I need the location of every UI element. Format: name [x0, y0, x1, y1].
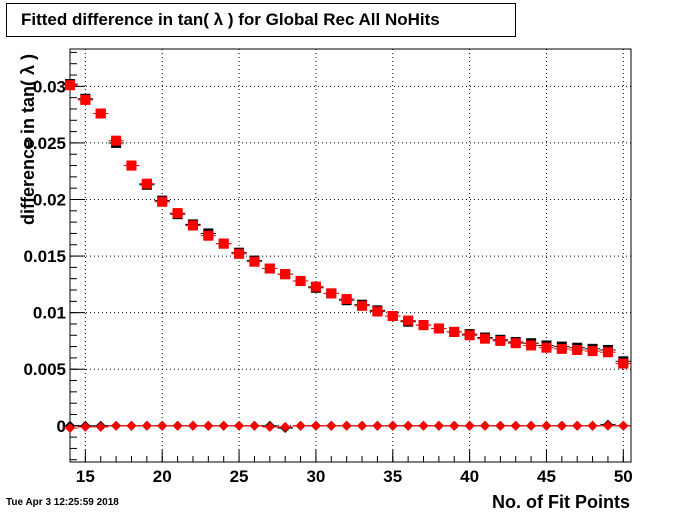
data-point-diamond — [556, 420, 567, 431]
data-point-square — [111, 135, 122, 146]
data-point-square — [464, 330, 475, 341]
y-tick-label: 0.025 — [23, 134, 66, 153]
data-point-diamond — [541, 420, 552, 431]
data-point-diamond — [464, 420, 475, 431]
data-point-diamond — [111, 420, 122, 431]
data-point-square — [372, 306, 383, 317]
data-point-diamond — [618, 420, 629, 431]
x-tick-label: 30 — [306, 467, 325, 486]
timestamp: Tue Apr 3 12:25:59 2018 — [6, 497, 119, 508]
data-point-square — [80, 94, 91, 105]
data-point-square — [403, 315, 414, 326]
data-point-square — [618, 358, 629, 369]
plot-frame — [69, 48, 632, 463]
data-point-diamond — [587, 420, 598, 431]
data-point-square — [541, 342, 552, 353]
y-tick-label: 0 — [57, 417, 66, 436]
data-point-square — [556, 343, 567, 354]
x-tick-label: 15 — [76, 467, 95, 486]
data-point-square — [187, 220, 198, 231]
data-point-diamond — [249, 420, 260, 431]
data-point-diamond — [280, 421, 291, 432]
data-point-square — [218, 238, 229, 249]
data-point-diamond — [218, 420, 229, 431]
y-axis-label: difference in tan( λ ) — [18, 53, 38, 225]
data-point-square — [126, 160, 137, 171]
data-point-diamond — [572, 420, 583, 431]
data-point-square — [157, 196, 168, 207]
data-point-square — [295, 275, 306, 286]
data-point-diamond — [95, 421, 106, 432]
data-point-diamond — [172, 420, 183, 431]
data-point-square — [203, 230, 214, 241]
data-point-diamond — [510, 420, 521, 431]
data-point-diamond — [526, 420, 537, 431]
data-point-square — [387, 311, 398, 322]
data-point-diamond — [157, 420, 168, 431]
data-point-diamond — [203, 420, 214, 431]
x-tick-label: 25 — [230, 467, 249, 486]
data-point-square — [495, 335, 506, 346]
x-tick-label: 40 — [460, 467, 479, 486]
data-point-diamond — [372, 420, 383, 431]
data-point-square — [65, 80, 75, 91]
x-tick-label: 35 — [383, 467, 402, 486]
data-point-diamond — [602, 420, 613, 431]
grid-lines — [70, 49, 631, 462]
data-point-square — [341, 294, 352, 305]
data-point-square — [602, 347, 613, 358]
data-point-square — [280, 269, 291, 280]
data-point-diamond — [418, 420, 429, 431]
x-tick-label: 20 — [153, 467, 172, 486]
x-axis-label: No. of Fit Points — [492, 492, 630, 512]
x-tick-label: 50 — [614, 467, 633, 486]
data-point-square — [310, 281, 321, 292]
data-point-diamond — [479, 420, 490, 431]
data-point-square — [526, 340, 537, 351]
data-point-diamond — [234, 420, 245, 431]
data-point-diamond — [449, 420, 460, 431]
data-point-diamond — [310, 420, 321, 431]
x-tick-label: 45 — [537, 467, 556, 486]
data-point-square — [418, 320, 429, 331]
data-point-square — [95, 108, 106, 119]
data-point-square — [449, 326, 460, 337]
y-tick-label: 0.005 — [23, 360, 66, 379]
data-point-diamond — [264, 421, 275, 432]
data-point-diamond — [295, 420, 306, 431]
y-tick-label: 0.015 — [23, 247, 66, 266]
data-point-square — [141, 178, 152, 189]
data-point-square — [326, 288, 337, 299]
axis-ticks: 15 20 25 30 35 40 45 50 0 0.005 0.01 0.015 0.02 0.025… — [23, 51, 633, 486]
data-point-square — [572, 344, 583, 355]
chart-title: Fitted difference in tan( λ ) for Global… — [21, 10, 440, 29]
data-point-square — [249, 256, 260, 267]
data-point-square — [433, 323, 444, 334]
data-point-diamond — [65, 423, 75, 434]
data-point-diamond — [187, 420, 198, 431]
data-point-diamond — [141, 420, 152, 431]
data-point-square — [234, 248, 245, 259]
data-point-square — [510, 338, 521, 349]
data-point-diamond — [341, 420, 352, 431]
data-point-square — [357, 300, 368, 311]
y-tick-label: 0.03 — [33, 77, 66, 96]
data-point-square — [479, 333, 490, 344]
data-point-diamond — [80, 421, 91, 432]
data-point-diamond — [387, 420, 398, 431]
data-point-square — [587, 346, 598, 357]
data-point-diamond — [126, 420, 137, 431]
data-point-diamond — [495, 420, 506, 431]
data-point-diamond — [326, 420, 337, 431]
data-point-square — [172, 208, 183, 219]
data-point-diamond — [403, 420, 414, 431]
data-point-diamond — [433, 420, 444, 431]
data-point-diamond — [357, 420, 368, 431]
data-point-square — [264, 263, 275, 274]
y-tick-label: 0.02 — [33, 190, 66, 209]
data-marks — [62, 79, 631, 434]
y-tick-label: 0.01 — [33, 304, 66, 323]
chart-title-box: Fitted difference in tan( λ ) for Global… — [6, 3, 516, 37]
